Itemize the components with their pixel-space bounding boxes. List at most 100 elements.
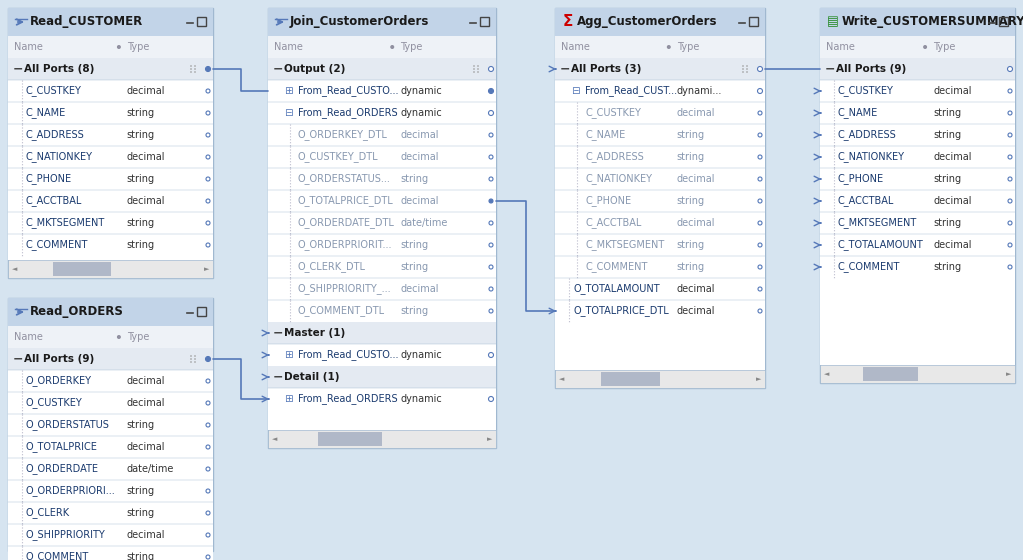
Bar bbox=[555, 146, 765, 168]
Text: string: string bbox=[933, 108, 962, 118]
Text: −: − bbox=[273, 63, 283, 76]
Circle shape bbox=[489, 309, 493, 313]
Circle shape bbox=[923, 45, 927, 49]
Circle shape bbox=[194, 65, 195, 67]
Circle shape bbox=[758, 133, 762, 137]
Text: O_ORDERDATE_DTL: O_ORDERDATE_DTL bbox=[298, 217, 395, 228]
Circle shape bbox=[194, 361, 195, 363]
Bar bbox=[862, 367, 918, 381]
Text: C_NAME: C_NAME bbox=[585, 129, 625, 141]
Circle shape bbox=[1008, 221, 1012, 225]
Bar bbox=[8, 348, 213, 370]
Text: O_TOTALPRICE: O_TOTALPRICE bbox=[26, 441, 98, 452]
Bar bbox=[8, 436, 213, 458]
Bar bbox=[820, 58, 1015, 80]
Bar bbox=[197, 307, 206, 316]
Circle shape bbox=[1008, 265, 1012, 269]
Text: decimal: decimal bbox=[933, 152, 972, 162]
Circle shape bbox=[758, 287, 762, 291]
Text: decimal: decimal bbox=[677, 218, 715, 228]
Circle shape bbox=[117, 45, 121, 49]
Bar bbox=[555, 190, 765, 212]
Circle shape bbox=[758, 309, 762, 313]
Bar bbox=[8, 212, 213, 234]
Bar bbox=[555, 58, 765, 80]
Bar bbox=[820, 365, 1015, 383]
Circle shape bbox=[477, 68, 479, 70]
Text: string: string bbox=[400, 262, 429, 272]
Bar bbox=[555, 256, 765, 278]
Circle shape bbox=[758, 221, 762, 225]
Bar bbox=[555, 124, 765, 146]
Bar bbox=[268, 8, 496, 36]
Text: dynamic: dynamic bbox=[400, 86, 442, 96]
Text: decimal: decimal bbox=[127, 86, 166, 96]
Bar bbox=[268, 410, 496, 430]
Text: −: − bbox=[273, 326, 283, 339]
Text: All Ports (9): All Ports (9) bbox=[24, 354, 94, 364]
Text: Join_CustomerOrders: Join_CustomerOrders bbox=[290, 16, 430, 29]
Circle shape bbox=[190, 65, 191, 67]
Text: O_ORDERDATE: O_ORDERDATE bbox=[26, 464, 99, 474]
Circle shape bbox=[743, 65, 744, 67]
Text: C_MKTSEGMENT: C_MKTSEGMENT bbox=[26, 217, 105, 228]
Text: ◄: ◄ bbox=[559, 376, 565, 382]
Text: decimal: decimal bbox=[677, 174, 715, 184]
Text: O_ORDERSTATUS...: O_ORDERSTATUS... bbox=[298, 174, 391, 184]
Circle shape bbox=[194, 355, 195, 357]
Text: string: string bbox=[127, 218, 155, 228]
Bar bbox=[820, 234, 1015, 256]
Text: dynamic: dynamic bbox=[400, 108, 442, 118]
Text: From_Read_CUSTO...: From_Read_CUSTO... bbox=[298, 349, 399, 361]
Text: All Ports (8): All Ports (8) bbox=[24, 64, 94, 74]
Circle shape bbox=[743, 71, 744, 73]
Bar bbox=[820, 102, 1015, 124]
Text: C_MKTSEGMENT: C_MKTSEGMENT bbox=[585, 240, 664, 250]
Text: C_ADDRESS: C_ADDRESS bbox=[838, 129, 897, 141]
Circle shape bbox=[474, 68, 475, 70]
Circle shape bbox=[206, 357, 211, 362]
Circle shape bbox=[194, 71, 195, 73]
Circle shape bbox=[190, 68, 191, 70]
Text: O_CUSTKEY_DTL: O_CUSTKEY_DTL bbox=[298, 152, 379, 162]
Circle shape bbox=[190, 361, 191, 363]
Text: Name: Name bbox=[561, 42, 590, 52]
Text: date/time: date/time bbox=[400, 218, 448, 228]
Circle shape bbox=[758, 177, 762, 181]
Bar bbox=[53, 262, 110, 276]
Text: ⊞: ⊞ bbox=[284, 86, 293, 96]
Text: Write_CUSTOMERSUMMARY: Write_CUSTOMERSUMMARY bbox=[842, 16, 1023, 29]
Bar bbox=[555, 322, 765, 370]
Text: C_PHONE: C_PHONE bbox=[838, 174, 884, 184]
Bar bbox=[555, 370, 765, 388]
Circle shape bbox=[474, 65, 475, 67]
Text: ⊞: ⊞ bbox=[284, 394, 293, 404]
Text: From_Read_CUST...: From_Read_CUST... bbox=[585, 86, 677, 96]
Text: Σ: Σ bbox=[563, 15, 573, 30]
Text: decimal: decimal bbox=[677, 306, 715, 316]
Text: From_Read_CUSTO...: From_Read_CUSTO... bbox=[298, 86, 399, 96]
Circle shape bbox=[758, 243, 762, 247]
Text: date/time: date/time bbox=[127, 464, 174, 474]
Bar bbox=[8, 58, 213, 80]
Circle shape bbox=[758, 111, 762, 115]
Bar bbox=[8, 146, 213, 168]
Bar bbox=[749, 17, 758, 26]
Text: ◄: ◄ bbox=[824, 371, 830, 377]
Circle shape bbox=[206, 489, 210, 493]
Bar bbox=[820, 36, 1015, 58]
Bar bbox=[555, 234, 765, 256]
Text: decimal: decimal bbox=[933, 196, 972, 206]
Text: ⊟: ⊟ bbox=[571, 86, 580, 96]
Bar bbox=[555, 8, 765, 388]
Text: C_ACCTBAL: C_ACCTBAL bbox=[838, 195, 894, 207]
Circle shape bbox=[489, 155, 493, 159]
Bar bbox=[268, 36, 496, 58]
Circle shape bbox=[1008, 133, 1012, 137]
Text: C_COMMENT: C_COMMENT bbox=[838, 262, 900, 273]
Text: O_CUSTKEY: O_CUSTKEY bbox=[26, 398, 83, 408]
Bar bbox=[820, 168, 1015, 190]
Text: O_ORDERKEY: O_ORDERKEY bbox=[26, 376, 92, 386]
Circle shape bbox=[206, 243, 210, 247]
Text: string: string bbox=[933, 218, 962, 228]
